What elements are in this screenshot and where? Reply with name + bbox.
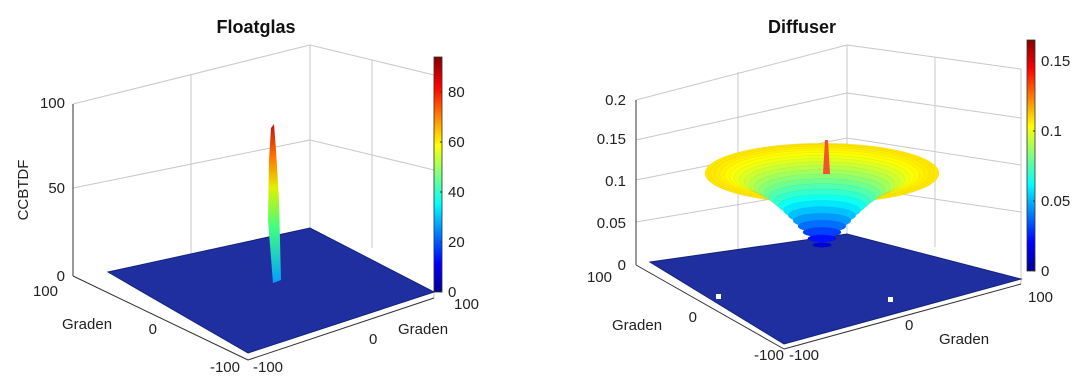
- colorbar-tick: 40: [448, 184, 465, 201]
- x-tick: 0: [689, 309, 697, 326]
- dome-band: [812, 242, 832, 248]
- chart-title: Floatglas: [216, 17, 295, 37]
- colorbar: [433, 56, 443, 293]
- x-tick: 0: [149, 321, 157, 338]
- floor-surface: [648, 233, 1023, 345]
- z-axis-label: CCBTDF: [15, 160, 32, 221]
- y-axis: [247, 297, 435, 361]
- dome-surface: [704, 142, 940, 248]
- x-tick: -100: [210, 359, 240, 376]
- colorbar-tick: 20: [448, 234, 465, 251]
- x-axis: [635, 264, 785, 350]
- colorbar-tick: 0: [448, 284, 456, 301]
- x-axis-label: Graden: [62, 316, 112, 333]
- dome-band: [807, 234, 837, 243]
- y-axis: [783, 283, 1022, 350]
- diffuser-grid: [635, 44, 1022, 284]
- z-tick: 100: [40, 95, 65, 112]
- y-tick: 100: [454, 296, 479, 313]
- x-axis: [72, 275, 249, 361]
- y-tick: -100: [789, 347, 819, 364]
- y-tick: 100: [1028, 289, 1053, 306]
- colorbar-tick: 0.1: [1041, 123, 1062, 140]
- x-tick: 100: [587, 269, 612, 286]
- peak-spike: [268, 124, 281, 283]
- y-tick: 0: [905, 317, 913, 334]
- colorbar-tick: 60: [448, 134, 465, 151]
- colorbar-tick: 80: [448, 84, 465, 101]
- z-tick: 50: [48, 180, 65, 197]
- y-axis-label: Graden: [398, 321, 448, 338]
- z-tick: 0: [618, 257, 626, 274]
- y-tick: 0: [369, 331, 377, 348]
- z-tick: 0.05: [597, 215, 626, 232]
- x-tick: -100: [754, 347, 784, 364]
- peak-spike: [823, 140, 830, 174]
- z-tick: 0: [57, 268, 65, 285]
- x-tick: 100: [33, 283, 58, 300]
- colorbar-ticks: 0 0.05 0.1 0.15: [1033, 53, 1070, 280]
- floor-notch: [716, 294, 721, 299]
- floor-notch: [888, 297, 893, 302]
- colorbar: [1026, 39, 1036, 272]
- z-tick: 0.15: [597, 131, 626, 148]
- z-tick: 0.1: [605, 173, 626, 190]
- colorbar-tick: 0: [1041, 263, 1049, 280]
- colorbar-ticks: 0 20 40 60 80: [440, 84, 465, 301]
- z-tick: 0.2: [605, 92, 626, 109]
- colorbar-tick: 0.05: [1041, 193, 1070, 210]
- floatglas-panel: Floatglas 0 50 100 CCBTDF 100 0 -100 Gra…: [15, 17, 479, 376]
- y-axis-label: Graden: [939, 331, 989, 348]
- x-axis-label: Graden: [612, 317, 662, 334]
- chart-title: Diffuser: [768, 17, 836, 37]
- diffuser-panel: Diffuser 0 0.05 0.: [587, 17, 1070, 364]
- colorbar-tick: 0.15: [1041, 53, 1070, 70]
- y-tick: -100: [253, 359, 283, 376]
